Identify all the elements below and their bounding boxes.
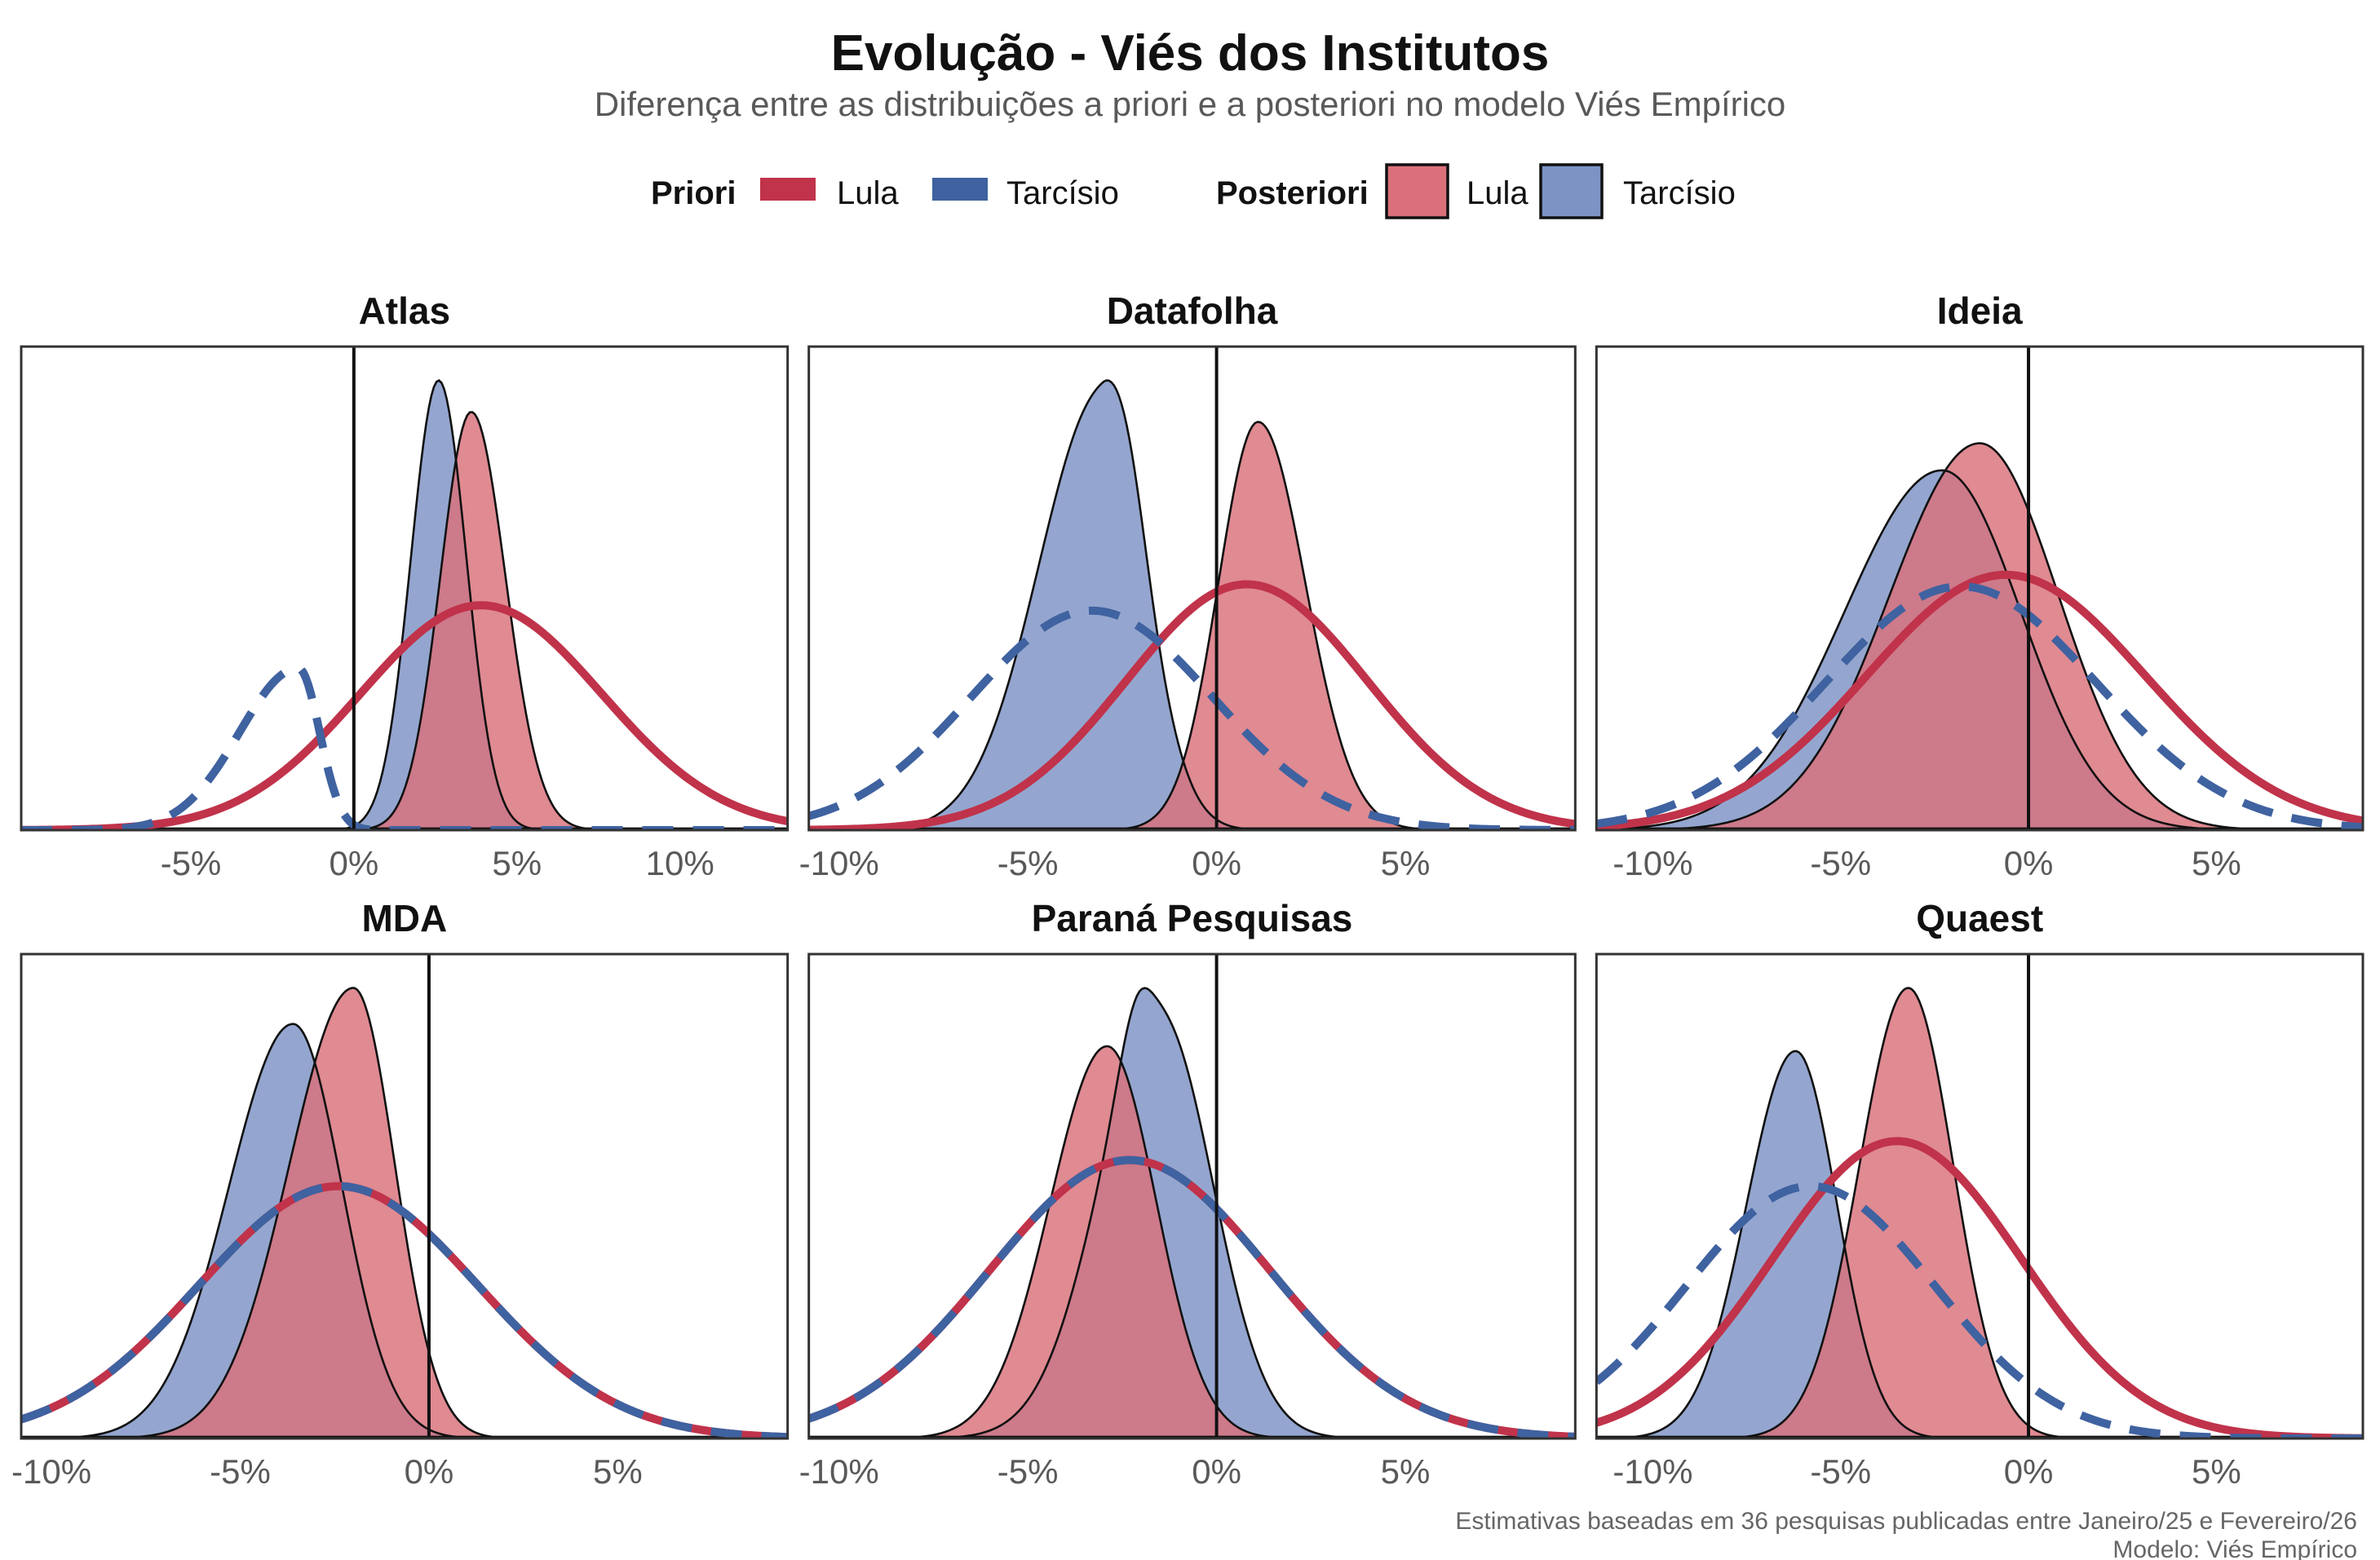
svg-text:5%: 5% (492, 844, 542, 882)
svg-text:0%: 0% (2004, 844, 2054, 882)
svg-text:0%: 0% (2004, 1452, 2054, 1491)
svg-text:-10%: -10% (1612, 844, 1692, 882)
svg-text:5%: 5% (2192, 844, 2241, 882)
svg-text:-10%: -10% (1612, 1452, 1692, 1491)
svg-text:0%: 0% (330, 844, 379, 882)
svg-text:Priori: Priori (651, 175, 736, 211)
svg-text:Tarcísio: Tarcísio (1006, 175, 1119, 211)
svg-text:-5%: -5% (210, 1452, 271, 1491)
svg-text:Posteriori: Posteriori (1216, 175, 1369, 211)
svg-text:0%: 0% (1192, 1452, 1241, 1491)
svg-text:5%: 5% (1381, 844, 1431, 882)
svg-text:Lula: Lula (837, 175, 899, 211)
svg-text:Tarcísio: Tarcísio (1623, 175, 1736, 211)
svg-text:-10%: -10% (799, 1452, 879, 1491)
svg-text:0%: 0% (405, 1452, 454, 1491)
svg-text:10%: 10% (646, 844, 714, 882)
svg-text:-10%: -10% (11, 1452, 91, 1491)
svg-text:0%: 0% (1192, 844, 1241, 882)
svg-text:Quaest: Quaest (1916, 897, 2043, 939)
svg-text:Atlas: Atlas (359, 289, 450, 332)
svg-text:-10%: -10% (799, 844, 879, 882)
svg-text:Datafolha: Datafolha (1107, 289, 1278, 332)
svg-text:-5%: -5% (161, 844, 222, 882)
svg-text:-5%: -5% (998, 1452, 1059, 1491)
svg-text:-5%: -5% (998, 844, 1059, 882)
svg-text:MDA: MDA (361, 897, 447, 939)
svg-text:Modelo: Viés Empírico: Modelo: Viés Empírico (2112, 1536, 2357, 1560)
svg-text:Paraná Pesquisas: Paraná Pesquisas (1032, 897, 1353, 939)
svg-text:5%: 5% (1381, 1452, 1431, 1491)
svg-text:Lula: Lula (1466, 175, 1528, 211)
svg-text:5%: 5% (2192, 1452, 2241, 1491)
svg-text:Diferença entre as distribuiçõ: Diferença entre as distribuições a prior… (595, 85, 1786, 123)
svg-text:5%: 5% (593, 1452, 643, 1491)
svg-text:Estimativas baseadas em 36 pes: Estimativas baseadas em 36 pesquisas pub… (1455, 1508, 2357, 1535)
svg-text:Ideia: Ideia (1937, 289, 2023, 332)
svg-text:Evolução - Viés dos Institutos: Evolução - Viés dos Institutos (831, 25, 1550, 82)
svg-text:-5%: -5% (1810, 1452, 1871, 1491)
svg-text:-5%: -5% (1810, 844, 1871, 882)
